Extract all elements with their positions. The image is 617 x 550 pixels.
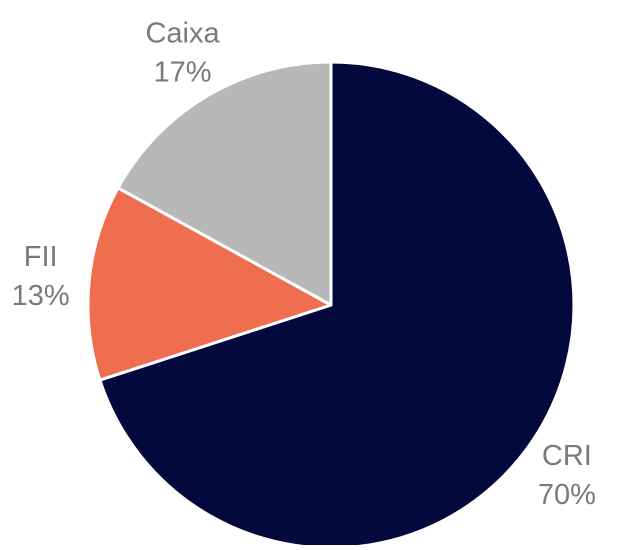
slice-label: FII [24, 241, 58, 273]
pie-slice [86, 186, 333, 382]
slice-value-label: 17% [154, 57, 212, 89]
slice-label: CRI [542, 440, 592, 472]
slice-label: Caixa [145, 18, 220, 50]
slice-value-label: 70% [538, 479, 596, 511]
pie-slice [98, 60, 576, 550]
slice-value-label: 13% [12, 280, 70, 312]
pie-slice [116, 60, 333, 307]
